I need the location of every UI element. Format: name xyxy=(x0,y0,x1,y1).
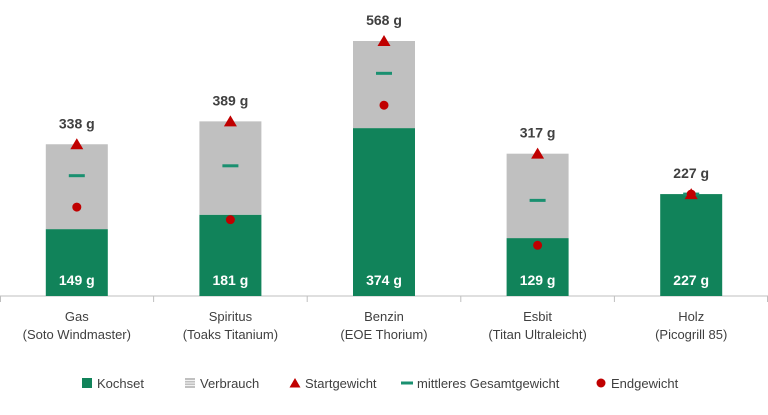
marker-endgewicht xyxy=(72,202,82,212)
marker-mittleres-gesamtgewicht xyxy=(376,71,392,75)
x-axis xyxy=(0,295,768,302)
legend-item: Verbrauch xyxy=(185,376,259,391)
bar-kochset xyxy=(199,214,262,296)
kochset-weight-label: 374 g xyxy=(366,272,402,288)
marker-startgewicht xyxy=(377,35,391,46)
category-sublabel: (Picogrill 85) xyxy=(655,327,727,342)
legend-swatch-startgewicht xyxy=(289,378,301,388)
bar-verbrauch xyxy=(353,41,415,129)
marker-startgewicht xyxy=(223,115,237,127)
bar-kochset xyxy=(45,229,108,296)
kochset-weight-label: 227 g xyxy=(673,272,709,288)
legend-label: Verbrauch xyxy=(200,376,259,391)
legend-label: Startgewicht xyxy=(305,376,377,391)
legend-swatch-kochset xyxy=(82,378,92,388)
legend-item: Startgewicht xyxy=(289,376,377,391)
marker-mittleres-gesamtgewicht xyxy=(222,164,239,168)
kochset-weight-label: 181 g xyxy=(212,272,248,288)
bar-verbrauch xyxy=(506,153,569,239)
bar-verbrauch xyxy=(199,121,262,215)
marker-endgewicht xyxy=(225,215,235,225)
category-label: Gas xyxy=(65,309,89,324)
total-weight-label: 338 g xyxy=(59,115,95,131)
category-sublabel: (EOE Thorium) xyxy=(340,327,427,342)
category-label: Spiritus xyxy=(209,309,253,324)
category-sublabel: (Titan Ultraleicht) xyxy=(488,327,586,342)
legend-swatch-mittleres-gesamtgewicht xyxy=(401,381,413,385)
legend-label: Kochset xyxy=(97,376,144,391)
marker-endgewicht xyxy=(379,100,389,110)
marker-startgewicht xyxy=(531,147,545,159)
legend-label: Endgewicht xyxy=(611,376,679,391)
label-group: 338 g 149 g Gas (Soto Windmaster) 389 g 181 g… xyxy=(23,12,728,342)
total-weight-label: 568 g xyxy=(366,12,402,28)
marker-group xyxy=(68,35,700,250)
kochset-weight-label: 149 g xyxy=(59,272,95,288)
marker-endgewicht xyxy=(686,189,696,199)
legend-item: mittleres Gesamtgewicht xyxy=(401,376,560,391)
legend-item: Kochset xyxy=(82,376,144,391)
category-label: Benzin xyxy=(364,309,404,324)
marker-mittleres-gesamtgewicht xyxy=(529,198,546,202)
legend-label: mittleres Gesamtgewicht xyxy=(417,376,560,391)
category-label: Holz xyxy=(678,309,704,324)
kochset-weight-label: 129 g xyxy=(520,272,556,288)
category-label: Esbit xyxy=(523,309,552,324)
total-weight-label: 317 g xyxy=(520,125,556,141)
category-sublabel: (Soto Windmaster) xyxy=(23,327,131,342)
marker-startgewicht xyxy=(70,138,84,150)
total-weight-label: 389 g xyxy=(212,92,248,108)
total-weight-label: 227 g xyxy=(673,165,709,181)
bar-verbrauch xyxy=(45,144,108,230)
legend-item: Endgewicht xyxy=(596,376,679,391)
marker-endgewicht xyxy=(533,240,543,250)
bar-kochset xyxy=(660,194,723,296)
bar-kochset xyxy=(353,128,415,296)
legend-swatch-endgewicht xyxy=(596,378,606,388)
bar-group xyxy=(45,41,723,296)
marker-mittleres-gesamtgewicht xyxy=(68,174,85,178)
legend: Kochset Verbrauch Startgewicht mittleres Ge… xyxy=(82,376,679,391)
category-sublabel: (Toaks Titanium) xyxy=(183,327,278,342)
